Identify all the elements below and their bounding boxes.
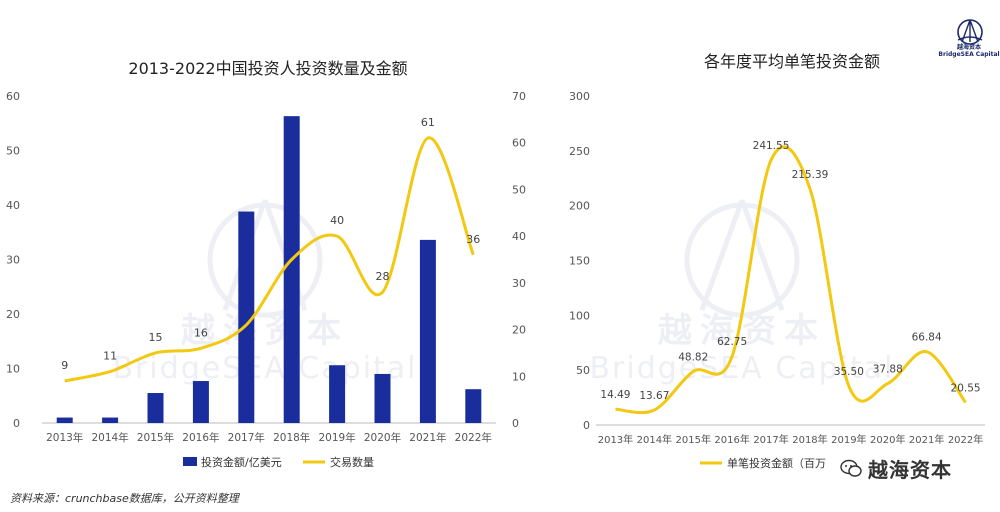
- y-left-tick: 60: [6, 90, 20, 103]
- data-label: 66.84: [912, 332, 942, 344]
- x-tick: 2022年: [948, 433, 983, 446]
- data-label: 13.67: [639, 390, 669, 402]
- legend-label: 投资金额/亿美元: [201, 455, 282, 469]
- x-tick: 2014年: [637, 433, 672, 446]
- bar: [465, 389, 482, 423]
- bar: [192, 381, 209, 423]
- y-right-tick: 70: [512, 90, 526, 103]
- data-label: 40: [330, 214, 344, 227]
- y-left-tick: 50: [6, 145, 20, 158]
- y-right-tick: 60: [512, 137, 526, 150]
- x-tick: 2022年: [455, 431, 492, 444]
- bar: [238, 211, 255, 423]
- data-label: 241.55: [753, 140, 790, 152]
- y-right-tick: 40: [512, 230, 526, 243]
- y-left-tick: 40: [6, 199, 20, 212]
- data-label: 11: [103, 350, 117, 363]
- x-tick: 2018年: [273, 431, 310, 444]
- x-tick: 2020年: [870, 433, 905, 446]
- y-right-tick: 0: [512, 417, 519, 430]
- bar: [102, 417, 119, 423]
- x-tick: 2016年: [182, 431, 219, 444]
- watermark-en: BridgeSEA Capital: [112, 351, 417, 386]
- y-tick: 100: [569, 309, 590, 322]
- x-tick: 2015年: [137, 431, 174, 444]
- legend-swatch-bar: [183, 457, 197, 466]
- bar: [329, 365, 346, 423]
- y-left-tick: 10: [6, 363, 20, 376]
- data-label: 20.55: [951, 382, 981, 394]
- data-label: 62.75: [717, 336, 747, 348]
- y-tick: 150: [569, 255, 590, 268]
- data-label: 14.49: [600, 389, 630, 401]
- bar: [283, 116, 300, 423]
- y-tick: 50: [576, 364, 590, 377]
- data-label: 16: [194, 326, 208, 339]
- brand-footer: 越海资本: [840, 454, 952, 483]
- y-tick: 200: [569, 200, 590, 213]
- bar: [419, 239, 436, 423]
- data-label: 28: [376, 270, 390, 283]
- legend-label: 单笔投资金额（百万: [727, 456, 826, 470]
- bar: [147, 393, 164, 423]
- data-label: 48.82: [678, 351, 708, 363]
- y-right-tick: 20: [512, 324, 526, 337]
- x-tick: 2018年: [792, 433, 827, 446]
- y-tick: 250: [569, 145, 590, 158]
- y-tick: 300: [569, 90, 590, 103]
- logo-text: 越海资本 BridgeSEA Capital: [938, 44, 1000, 58]
- y-left-tick: 30: [6, 254, 20, 267]
- brand-name: 越海资本: [868, 458, 952, 482]
- chat-bubble-icon: [840, 459, 862, 477]
- data-label: 36: [466, 233, 480, 246]
- data-label: 15: [149, 331, 163, 344]
- data-label: 37.88: [873, 363, 903, 375]
- watermark-logo: [684, 202, 800, 318]
- y-tick: 0: [583, 419, 590, 432]
- watermark-sail: [699, 199, 785, 311]
- bar: [56, 417, 73, 423]
- y-right-tick: 30: [512, 277, 526, 290]
- watermark-cn: 越海资本: [181, 311, 349, 351]
- bar: [374, 373, 391, 423]
- x-tick: 2019年: [831, 433, 866, 446]
- data-label: 9: [61, 359, 68, 372]
- x-tick: 2013年: [46, 431, 83, 444]
- x-tick: 2013年: [598, 433, 633, 446]
- x-tick: 2019年: [318, 431, 355, 444]
- data-label: 215.39: [792, 169, 829, 181]
- x-tick: 2021年: [409, 431, 446, 444]
- legend-label: 交易数量: [330, 455, 374, 469]
- x-tick: 2015年: [676, 433, 711, 446]
- y-right-tick: 10: [512, 370, 526, 383]
- y-left-tick: 0: [13, 417, 20, 430]
- watermark-logo: [207, 202, 323, 318]
- x-tick: 2014年: [91, 431, 128, 444]
- chart-title: 各年度平均单笔投资金额: [704, 52, 880, 71]
- y-right-tick: 50: [512, 183, 526, 196]
- x-tick: 2016年: [714, 433, 749, 446]
- data-label: 35.50: [834, 366, 864, 378]
- chart-title: 2013-2022中国投资人投资数量及金额: [128, 59, 407, 78]
- x-tick: 2017年: [228, 431, 265, 444]
- y-left-tick: 20: [6, 308, 20, 321]
- series-line: [64, 136, 475, 383]
- data-label: 61: [421, 116, 435, 129]
- x-tick: 2020年: [364, 431, 401, 444]
- series-line: [615, 145, 967, 415]
- source-note: 资料来源：crunchbase数据库，公开资料整理: [10, 492, 239, 505]
- bridgesea-logo-icon: [957, 19, 983, 45]
- x-tick: 2017年: [753, 433, 788, 446]
- x-tick: 2021年: [909, 433, 944, 446]
